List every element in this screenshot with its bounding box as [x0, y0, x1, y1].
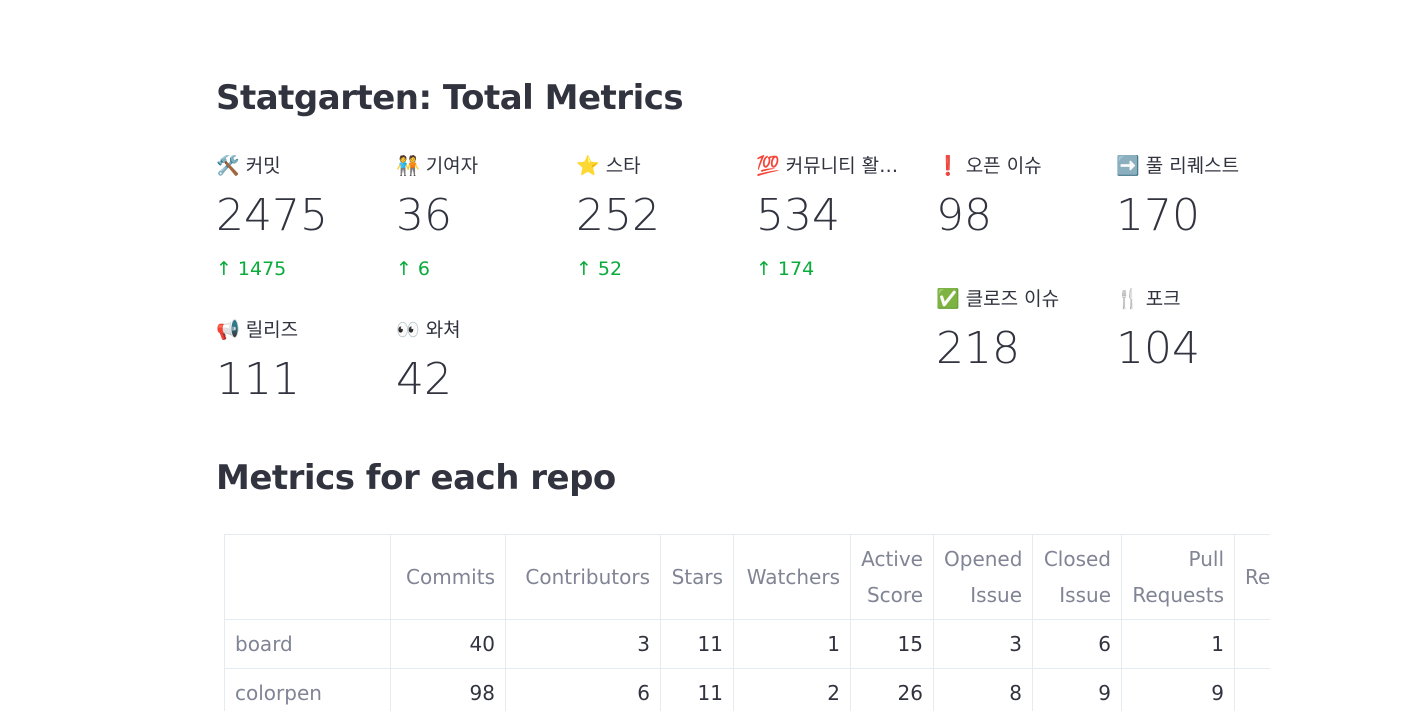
table-cell: 1	[733, 619, 851, 669]
table-row: board 40 3 11 1 15 3 6 1	[224, 619, 1270, 669]
repo-table: Commits Contributors Stars Watchers Active S…	[224, 534, 1270, 711]
delta-arrow: ↑	[396, 258, 412, 280]
table-cell: 1	[1121, 619, 1235, 669]
metric-value: 2475	[216, 190, 328, 241]
table-cell: 6	[1032, 619, 1122, 669]
table-cell: 8	[933, 668, 1033, 711]
metric: 👀 와쳐 42	[396, 316, 571, 408]
metric: 💯 커뮤니티 활… 534 ↑ 174	[756, 152, 931, 282]
delta-arrow: ↑	[216, 258, 232, 280]
metric: 🧑‍🤝‍🧑 기여자 36 ↑ 6	[396, 152, 571, 282]
column-header: Pull Requests	[1121, 534, 1235, 620]
metric: ⭐ 스타 252 ↑ 52	[576, 152, 751, 282]
delta-value: 1475	[237, 258, 287, 280]
metric-value: 104	[1116, 323, 1200, 374]
metric-label: ❗ 오픈 이슈	[936, 155, 1042, 177]
column-header: Opened Issue	[933, 534, 1033, 620]
delta-value: 174	[777, 258, 815, 280]
table-cell: 3	[505, 619, 661, 669]
metric-label: ⭐ 스타	[576, 155, 641, 177]
table-cell: 6	[505, 668, 661, 711]
metric-label: 💯 커뮤니티 활…	[756, 155, 899, 177]
column-header: Active Score	[850, 534, 934, 620]
table-cell: 11	[660, 668, 734, 711]
metric-label: 👀 와쳐	[396, 319, 461, 341]
table-cell: 2	[733, 668, 851, 711]
column-header: Contributors	[505, 534, 661, 620]
row-index: board	[224, 619, 391, 669]
metric-label: 📢 릴리즈	[216, 319, 299, 341]
metric-value: 98	[936, 190, 992, 241]
table-row: colorpen 98 6 11 2 26 8 9 9	[224, 668, 1270, 711]
metric-delta: ↑ 174	[756, 256, 931, 282]
metric-value: 534	[756, 190, 840, 241]
table-cell: 11	[660, 619, 734, 669]
metric-value: 42	[396, 354, 452, 405]
metric-delta: ↑ 52	[576, 256, 751, 282]
metric: 🍴 포크 104	[1116, 285, 1291, 377]
table-cell: 98	[390, 668, 506, 711]
delta-arrow: ↑	[756, 258, 772, 280]
delta-arrow: ↑	[576, 258, 592, 280]
table-cell: 3	[933, 619, 1033, 669]
table-container: Commits Contributors Stars Watchers Active S…	[224, 534, 1270, 711]
metric: ✅ 클로즈 이슈 218	[936, 285, 1111, 377]
metric-label: 🛠️ 커밋	[216, 155, 281, 177]
page-title: Statgarten: Total Metrics	[216, 78, 684, 118]
metric-value: 252	[576, 190, 660, 241]
table-cell: 9	[1121, 668, 1235, 711]
metric-value: 111	[216, 354, 300, 405]
metric-label: ➡️ 풀 리퀘스트	[1116, 155, 1240, 177]
delta-value: 52	[597, 258, 623, 280]
table-cell: 26	[850, 668, 934, 711]
metric-value: 36	[396, 190, 452, 241]
metric: 🛠️ 커밋 2475 ↑ 1475	[216, 152, 391, 282]
metric-label: 🧑‍🤝‍🧑 기여자	[396, 155, 479, 177]
metric-delta: ↑ 1475	[216, 256, 391, 282]
index-header	[224, 534, 391, 620]
column-header: Stars	[660, 534, 734, 620]
table-cell	[1234, 668, 1270, 711]
column-header: Watchers	[733, 534, 851, 620]
column-header: Re	[1234, 534, 1270, 620]
metric: 📢 릴리즈 111	[216, 316, 391, 408]
column-header: Commits	[390, 534, 506, 620]
metric-value: 218	[936, 323, 1020, 374]
metric: ➡️ 풀 리퀘스트 170	[1116, 152, 1291, 244]
row-index: colorpen	[224, 668, 391, 711]
table-cell: 9	[1032, 668, 1122, 711]
column-header: Closed Issue	[1032, 534, 1122, 620]
table-cell: 40	[390, 619, 506, 669]
metric: ❗ 오픈 이슈 98	[936, 152, 1111, 244]
table-cell	[1234, 619, 1270, 669]
delta-value: 6	[417, 258, 431, 280]
table-cell: 15	[850, 619, 934, 669]
metric-value: 170	[1116, 190, 1200, 241]
metric-label: ✅ 클로즈 이슈	[936, 288, 1060, 310]
section-title: Metrics for each repo	[216, 458, 616, 498]
metric-label: 🍴 포크	[1116, 288, 1181, 310]
metric-delta: ↑ 6	[396, 256, 571, 282]
